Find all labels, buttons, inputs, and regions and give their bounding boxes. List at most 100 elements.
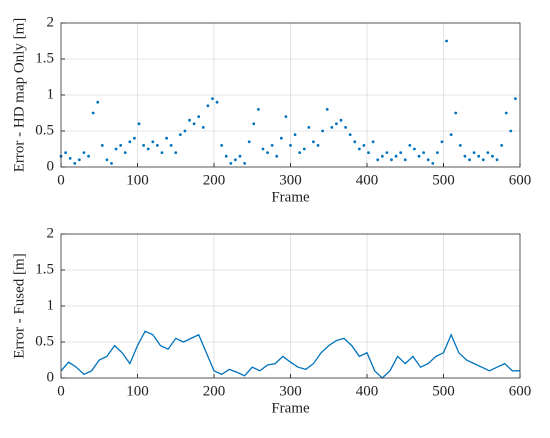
point: [500, 144, 504, 147]
y-axis-label: Error - Fused [m]: [11, 253, 27, 358]
x-tick-label: 600: [509, 172, 532, 188]
point: [201, 126, 205, 129]
point: [293, 133, 297, 137]
point: [307, 126, 311, 129]
point: [91, 111, 95, 115]
point: [486, 151, 490, 155]
point: [426, 158, 430, 162]
point: [252, 122, 256, 126]
x-tick-label: 500: [432, 172, 455, 188]
point: [463, 154, 467, 158]
point: [100, 144, 104, 147]
point: [64, 151, 67, 155]
y-tick-label: 2: [47, 225, 55, 241]
point: [234, 158, 237, 162]
x-tick-label: 200: [203, 172, 226, 188]
x-tick-label: 600: [509, 383, 532, 399]
point: [211, 97, 214, 100]
point: [440, 140, 444, 144]
point: [477, 154, 481, 158]
point: [362, 144, 366, 147]
y-tick-label: 1: [47, 297, 55, 313]
x-tick-label: 100: [126, 383, 149, 399]
point: [114, 147, 118, 151]
point: [146, 147, 150, 151]
point: [137, 122, 141, 126]
point: [357, 147, 361, 151]
point: [215, 100, 219, 104]
x-axis-label: Frame: [271, 189, 310, 205]
point: [394, 154, 398, 158]
x-tick-label: 300: [279, 383, 302, 399]
point: [514, 97, 517, 100]
y-tick-label: 1: [47, 86, 55, 102]
y-tick-label: 2: [47, 14, 55, 30]
point: [353, 140, 357, 144]
point: [504, 111, 508, 115]
point: [445, 39, 448, 43]
point: [220, 144, 224, 147]
point: [316, 144, 320, 147]
point: [399, 151, 403, 155]
point: [151, 140, 155, 144]
point: [376, 158, 380, 162]
point: [174, 151, 178, 155]
point: [413, 147, 416, 151]
point: [468, 158, 471, 162]
point: [155, 144, 159, 147]
point: [82, 151, 86, 155]
point: [509, 129, 513, 133]
point: [96, 100, 100, 104]
point: [169, 144, 173, 147]
y-tick-label: 0.5: [35, 333, 54, 349]
point: [178, 133, 182, 137]
point: [339, 118, 343, 122]
point: [321, 129, 325, 133]
point: [371, 140, 375, 144]
y-tick-label: 1.5: [35, 50, 54, 66]
point: [390, 158, 393, 162]
point: [247, 140, 251, 144]
x-tick-label: 100: [126, 172, 149, 188]
x-tick-label: 200: [203, 383, 226, 399]
point: [431, 162, 435, 165]
point: [344, 126, 347, 129]
point: [495, 158, 499, 162]
x-tick-label: 400: [356, 172, 379, 188]
line: [60, 330, 520, 379]
point: [73, 162, 77, 165]
point: [110, 162, 113, 165]
point: [289, 144, 292, 147]
point: [188, 118, 191, 122]
y-tick-label: 0.5: [35, 122, 54, 138]
point: [77, 158, 81, 162]
x-tick-label: 0: [57, 383, 65, 399]
x-tick-label: 400: [356, 383, 379, 399]
point: [335, 122, 338, 126]
x-axis-label: Frame: [271, 400, 310, 416]
point: [133, 136, 136, 140]
y-tick-label: 0: [47, 158, 55, 174]
point: [458, 144, 462, 147]
point: [160, 151, 164, 155]
point: [312, 140, 315, 144]
point: [192, 122, 196, 126]
point: [330, 126, 334, 129]
point: [275, 154, 279, 158]
point: [119, 144, 123, 147]
point: [270, 144, 274, 147]
point: [367, 151, 370, 155]
point: [128, 140, 132, 144]
point: [380, 154, 384, 158]
axes-frame: [60, 22, 521, 168]
point: [123, 151, 127, 155]
point: [325, 108, 329, 111]
point: [298, 151, 302, 155]
point: [238, 154, 242, 158]
y-tick-label: 1.5: [35, 261, 54, 277]
point: [266, 151, 269, 155]
point: [449, 133, 453, 137]
y-axis-label: Error - HD map Only [m]: [11, 18, 27, 173]
point: [403, 158, 407, 162]
point: [224, 154, 228, 158]
